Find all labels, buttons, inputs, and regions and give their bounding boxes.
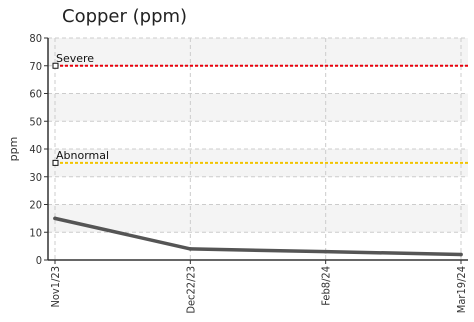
y-tick-label: 70 (29, 60, 42, 73)
x-tick-label: Nov1/23 (49, 266, 62, 308)
y-tick-label: 60 (29, 88, 42, 101)
x-tick-label: Mar19/24 (455, 266, 468, 313)
chart-title: Copper (ppm) (62, 6, 188, 27)
data-point (459, 252, 463, 257)
y-axis-label: ppm (7, 137, 20, 162)
grid-band (48, 93, 468, 122)
threshold-label-abnormal: Abnormal (56, 149, 109, 162)
grid-band (48, 232, 468, 260)
grid-band (48, 38, 468, 66)
threshold-marker-severe (52, 62, 59, 69)
data-point (323, 249, 328, 254)
grid-band (48, 65, 468, 94)
x-tick-label: Dec22/23 (184, 266, 197, 314)
x-tick-label: Feb8/24 (320, 266, 333, 306)
series-line (53, 216, 463, 257)
y-tick-label: 40 (29, 143, 42, 156)
grid-band (48, 176, 468, 205)
grid-band (48, 204, 468, 233)
y-tick-label: 80 (29, 32, 42, 45)
y-tick-label: 50 (29, 115, 42, 128)
y-tick-label: 10 (29, 226, 42, 239)
y-tick-label: 20 (29, 199, 42, 212)
data-point (188, 247, 193, 251)
y-tick-label: 30 (29, 171, 42, 184)
data-point (53, 216, 57, 221)
threshold-label-severe: Severe (56, 52, 94, 65)
grid-band (48, 121, 468, 149)
threshold-marker-abnormal (52, 159, 59, 166)
y-tick-label: 0 (36, 254, 42, 267)
